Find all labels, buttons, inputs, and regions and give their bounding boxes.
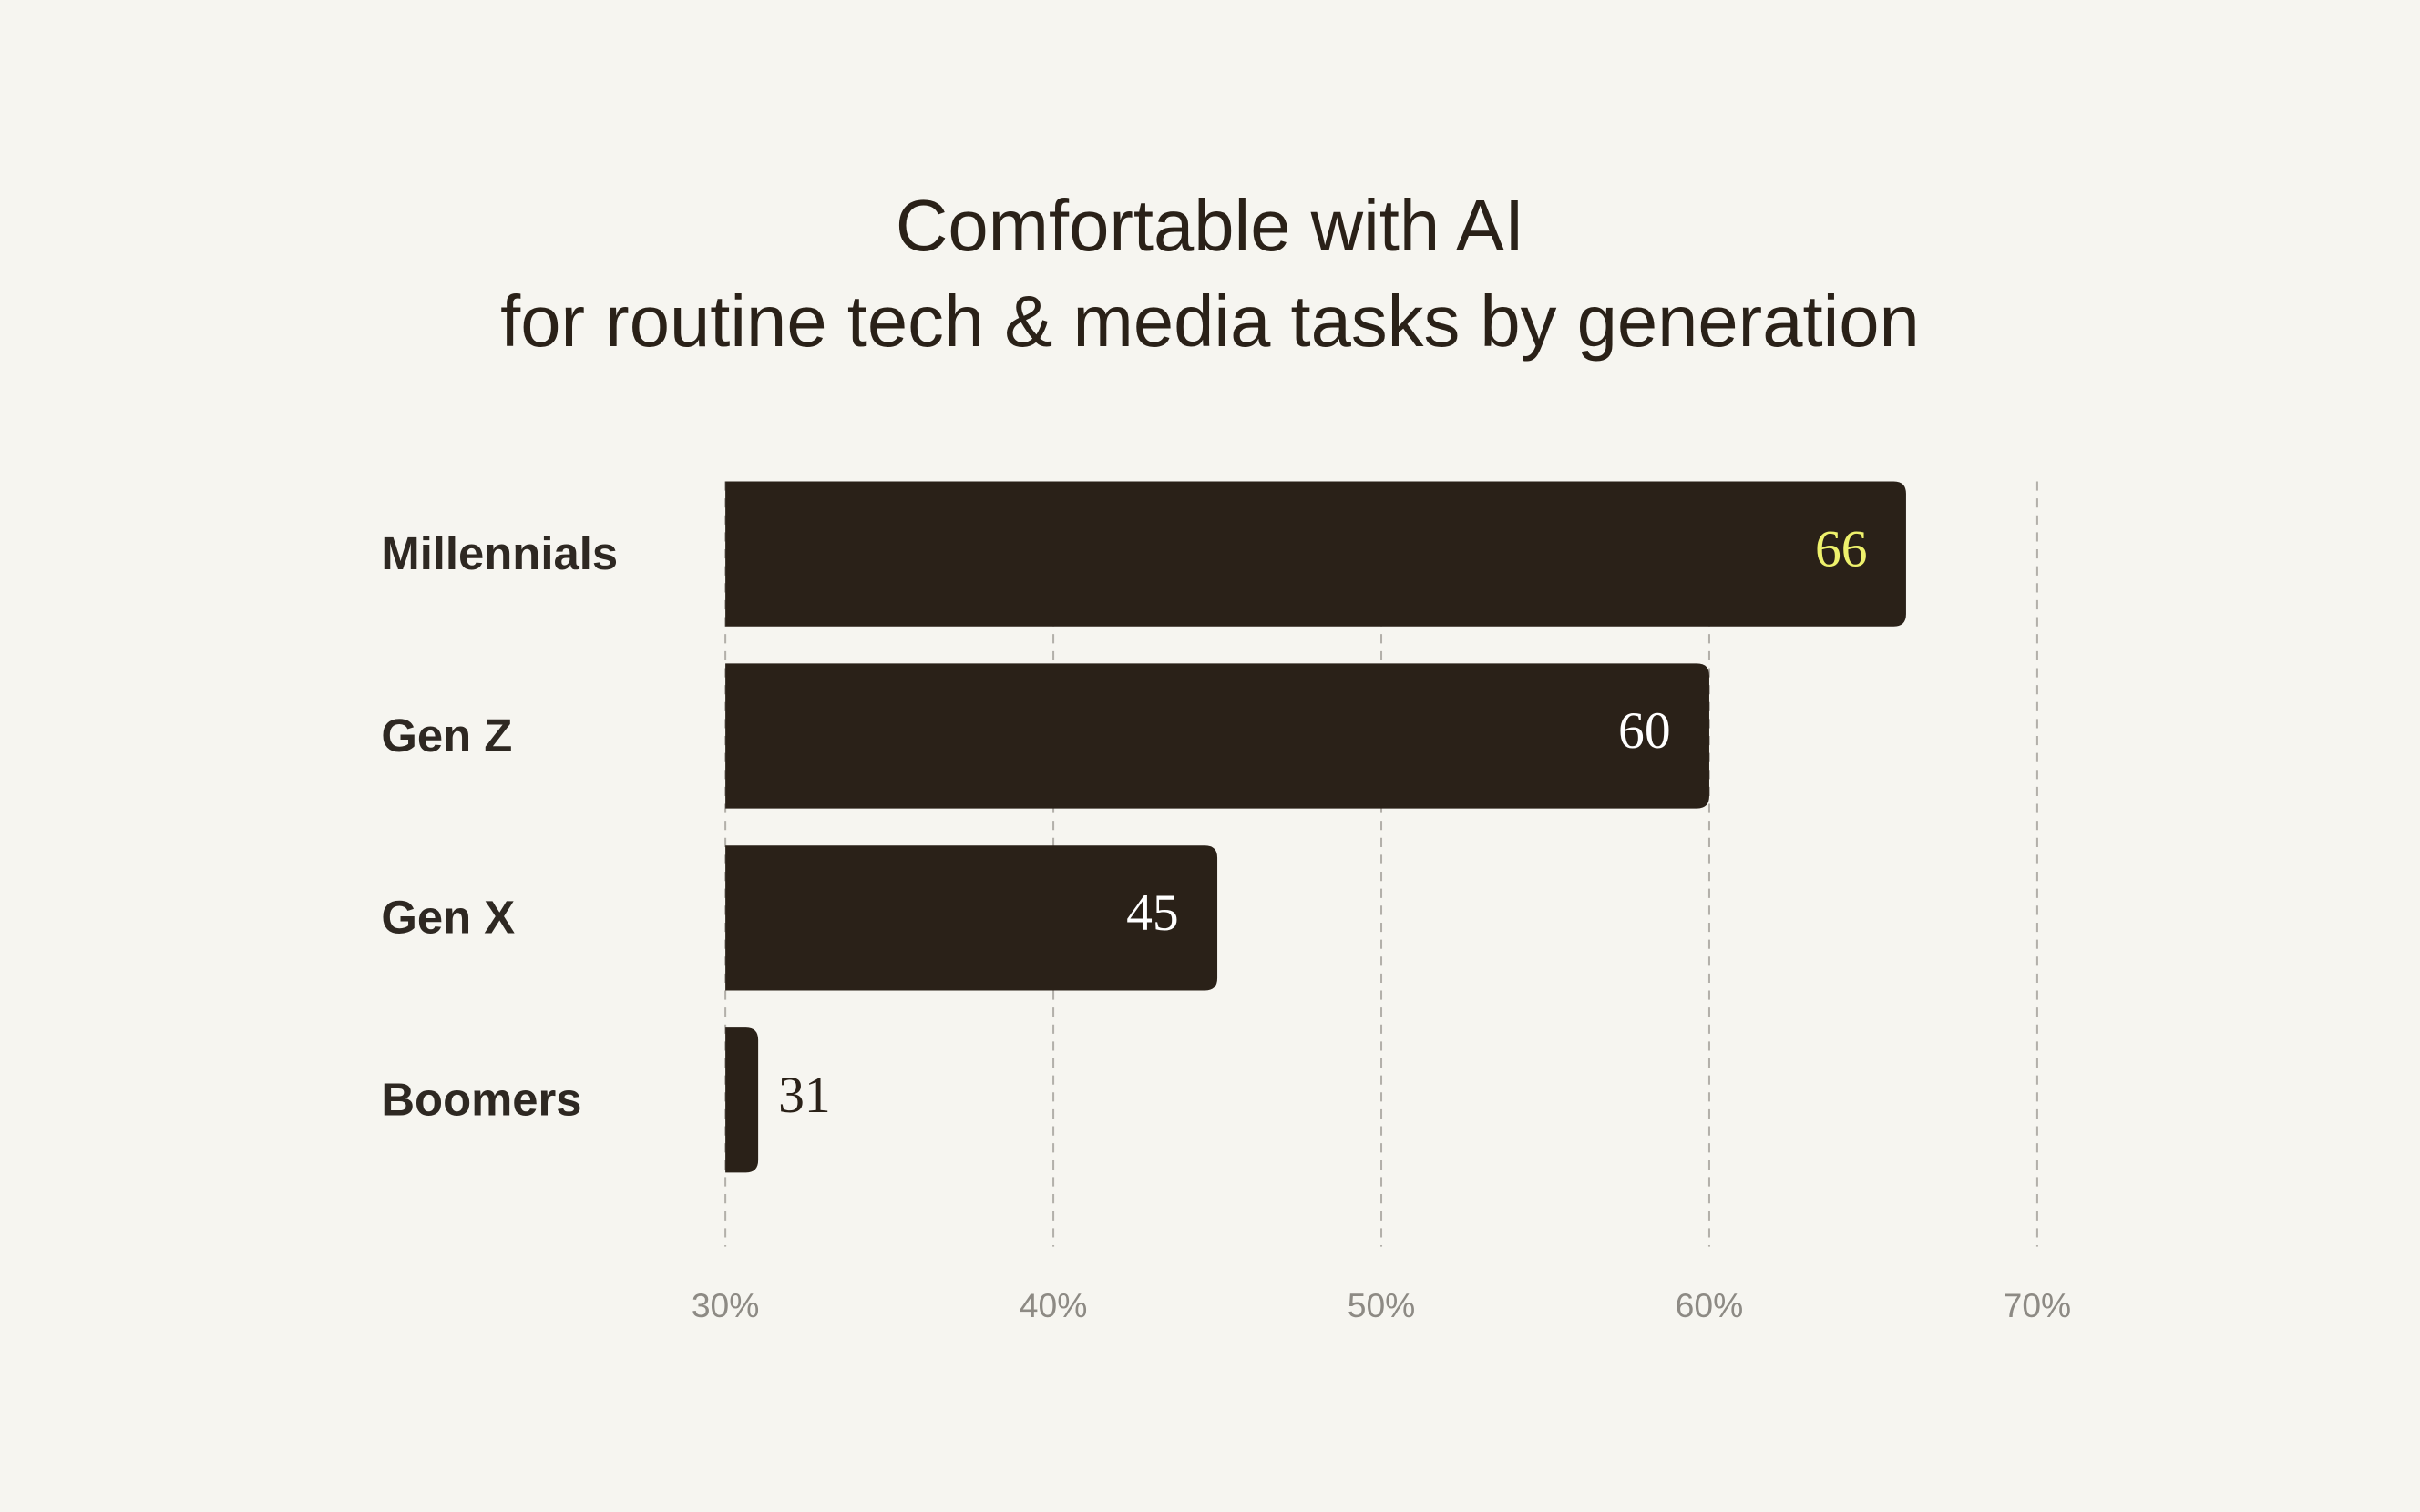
chart-title: Comfortable with AI (896, 185, 1524, 266)
value-label: 31 (778, 1067, 831, 1124)
x-tick-label: 40% (1020, 1286, 1088, 1324)
bar (725, 663, 1709, 809)
category-label: Millennials (381, 527, 618, 579)
category-label: Gen X (381, 892, 515, 944)
x-tick-label: 50% (1348, 1286, 1416, 1324)
x-tick-label: 30% (692, 1286, 760, 1324)
x-tick-label: 60% (1676, 1286, 1744, 1324)
value-label: 60 (1618, 702, 1671, 760)
bar (725, 1027, 759, 1173)
bar (725, 481, 1906, 627)
value-label: 66 (1815, 520, 1868, 577)
x-tick-label: 70% (2004, 1286, 2072, 1324)
bar (725, 845, 1218, 991)
category-label: Boomers (381, 1074, 581, 1126)
category-label: Gen Z (381, 710, 512, 761)
value-label: 45 (1126, 884, 1179, 942)
chart-title: for routine tech & media tasks by genera… (500, 281, 1920, 362)
